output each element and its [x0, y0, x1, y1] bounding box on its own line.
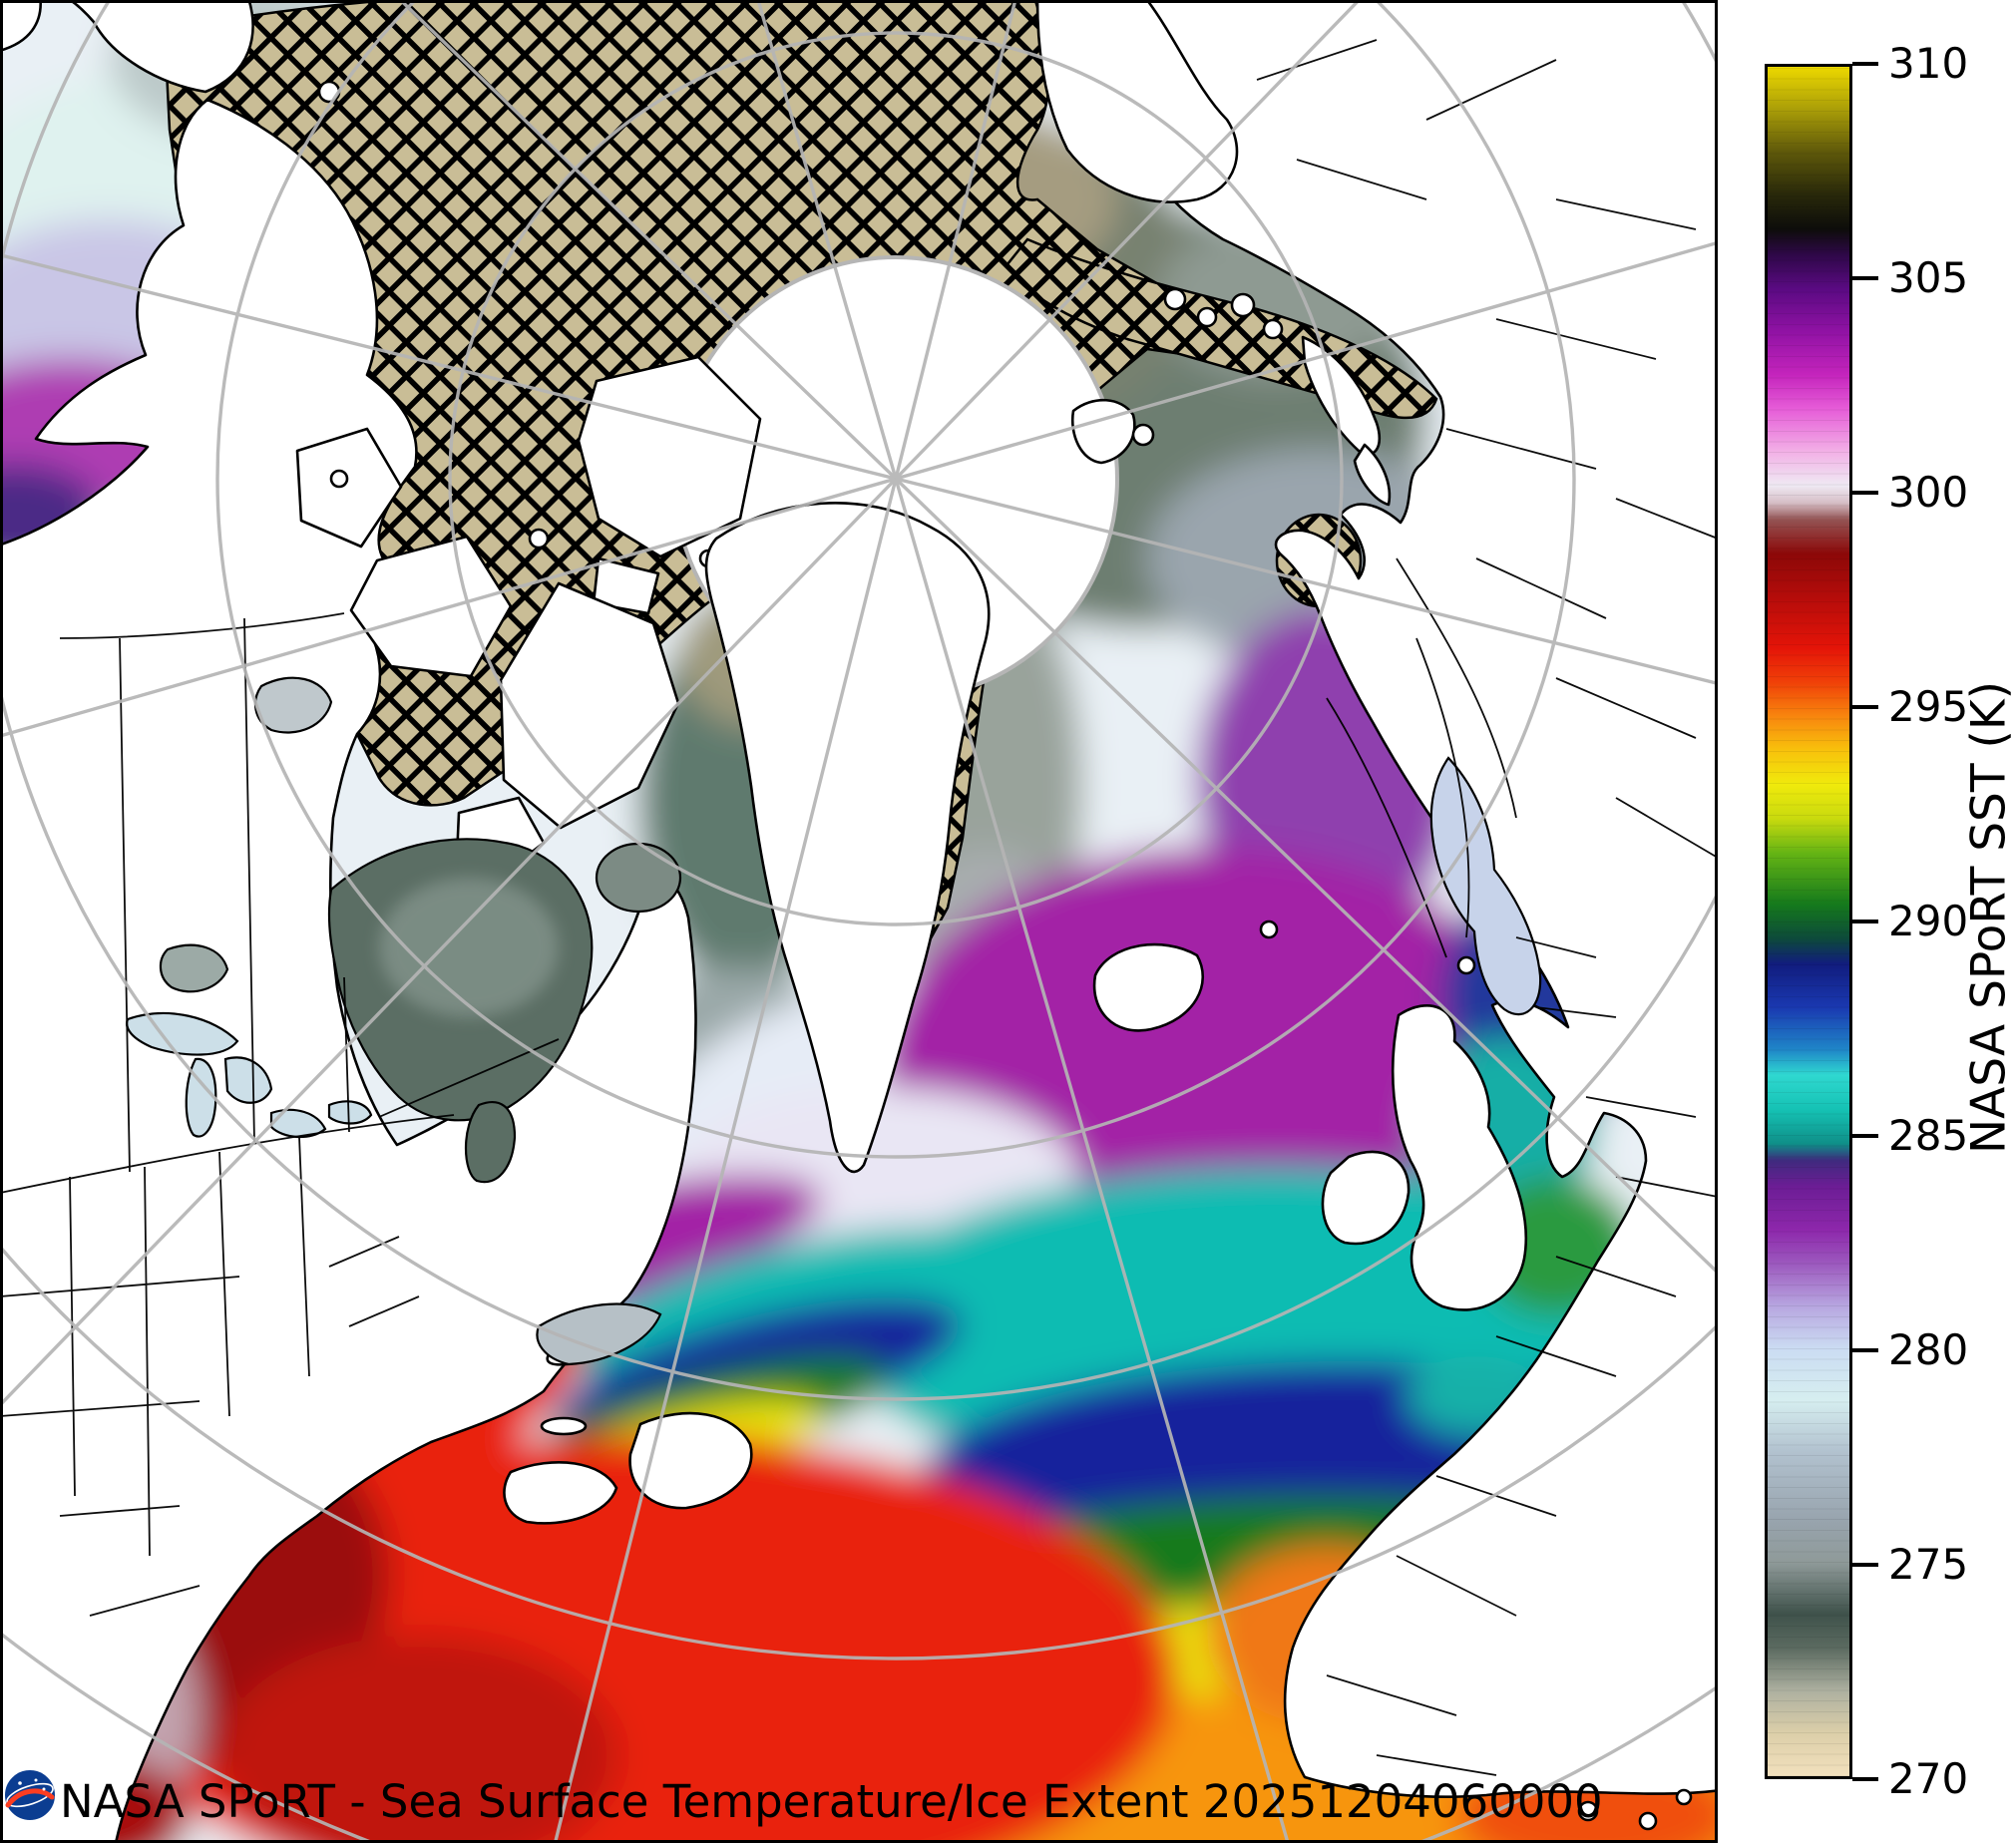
borders-canada-provinces — [59, 612, 560, 1173]
land-ellesmere-island — [577, 355, 762, 558]
water-hudson-bay-light — [379, 878, 559, 1017]
colorbar-tick-mark — [1852, 1348, 1878, 1352]
water-great-bear-lake — [253, 676, 333, 734]
nasa-logo — [3, 1768, 57, 1822]
colorbar-tick-label: 285 — [1888, 1111, 1969, 1160]
land-kamchatka-corner — [0, 0, 42, 52]
landmasses — [0, 0, 1718, 1843]
sst-colorbar — [1765, 64, 1852, 1779]
water-gulf-st-lawrence — [536, 1302, 662, 1366]
land-taymyr — [1035, 0, 1239, 203]
land-franz-josef — [1163, 287, 1187, 311]
land-nova-scotia — [503, 1461, 618, 1525]
colorbar-tick-mark — [1852, 276, 1878, 280]
colorbar-tick-label: 295 — [1888, 682, 1969, 731]
land-franz-josef — [1196, 306, 1218, 328]
water-lake-erie — [269, 1108, 327, 1139]
water-lake-michigan — [185, 1057, 217, 1138]
land-banks-island — [295, 427, 403, 549]
land-victoria-island — [349, 535, 513, 678]
borders-russia-regions — [1256, 39, 1718, 859]
land-balearic-island — [1638, 1811, 1658, 1831]
graticule-meridians — [0, 0, 1718, 1843]
border-us-canada — [0, 1114, 455, 1194]
colorbar-tick-label: 300 — [1888, 468, 1969, 517]
colorbar-tick-mark — [1852, 705, 1878, 709]
colorbar-tick-label: 280 — [1888, 1325, 1969, 1374]
colorbar-tick-label: 290 — [1888, 897, 1969, 945]
colorbar-axis-label-text: NASA SPoRT SST (K) — [1961, 680, 2016, 1155]
land-iceland — [1092, 942, 1204, 1032]
water-lake-ontario — [327, 1100, 373, 1125]
land-greenland — [704, 502, 991, 1174]
water-james-bay — [464, 1101, 517, 1184]
land-devon-island — [592, 556, 660, 615]
map-title-annotation: NASA SPoRT - Sea Surface Temperature/Ice… — [60, 1775, 1603, 1828]
colorbar-tick-label: 310 — [1888, 39, 1969, 88]
land-franz-josef — [1262, 318, 1284, 340]
colorbar-tick-mark — [1852, 491, 1878, 495]
land-ireland — [1321, 1150, 1411, 1246]
graticule-parallels — [0, 0, 1718, 1843]
land-svalbard-east — [1131, 423, 1155, 447]
colorbar-tick-mark — [1852, 920, 1878, 923]
land-shetland — [1456, 955, 1476, 975]
land-franz-josef — [1230, 292, 1256, 318]
water-ungava-bay — [595, 842, 682, 914]
colorbar-tick-mark — [1852, 62, 1878, 66]
borders-us-states — [0, 1136, 420, 1617]
sst-map-canvas — [0, 0, 1718, 1843]
land-chukotka — [68, 0, 254, 94]
water-baltic-sea — [1429, 756, 1542, 1016]
political-borders — [0, 39, 1718, 1776]
land-small-island — [528, 528, 550, 550]
land-small-island — [329, 469, 349, 489]
land-novaya-zemlya-south — [1353, 443, 1392, 507]
land-baffin-island — [499, 581, 680, 830]
graticule — [0, 0, 1718, 1843]
water-great-slave-lake — [159, 943, 229, 993]
land-balearic-island — [1675, 1788, 1693, 1806]
land-wrangel-island — [317, 80, 341, 104]
land-great-britain — [1391, 1004, 1528, 1311]
land-newfoundland — [628, 1411, 753, 1510]
colorbar-tick-label: 270 — [1888, 1754, 1969, 1803]
colorbar-tick-label: 275 — [1888, 1540, 1969, 1589]
colorbar-tick-mark — [1852, 1777, 1878, 1781]
land-north-america — [0, 98, 697, 1843]
inland-waters — [126, 676, 1542, 1366]
map-border-frame — [0, 0, 1718, 1843]
land-balearic-island — [1577, 1800, 1599, 1822]
colorbar-tick-label: 305 — [1888, 253, 1969, 302]
colorbar-tick-mark — [1852, 1134, 1878, 1138]
borders-europe — [1326, 557, 1718, 1776]
sst-map-panel: NASA SPoRT - Sea Surface Temperature/Ice… — [0, 0, 1718, 1843]
land-pei — [540, 1416, 588, 1436]
land-novaya-zemlya — [1301, 335, 1382, 456]
colorbar-tick-mark — [1852, 1563, 1878, 1567]
land-faroe-islands — [1259, 920, 1279, 939]
water-lake-huron — [223, 1056, 273, 1104]
